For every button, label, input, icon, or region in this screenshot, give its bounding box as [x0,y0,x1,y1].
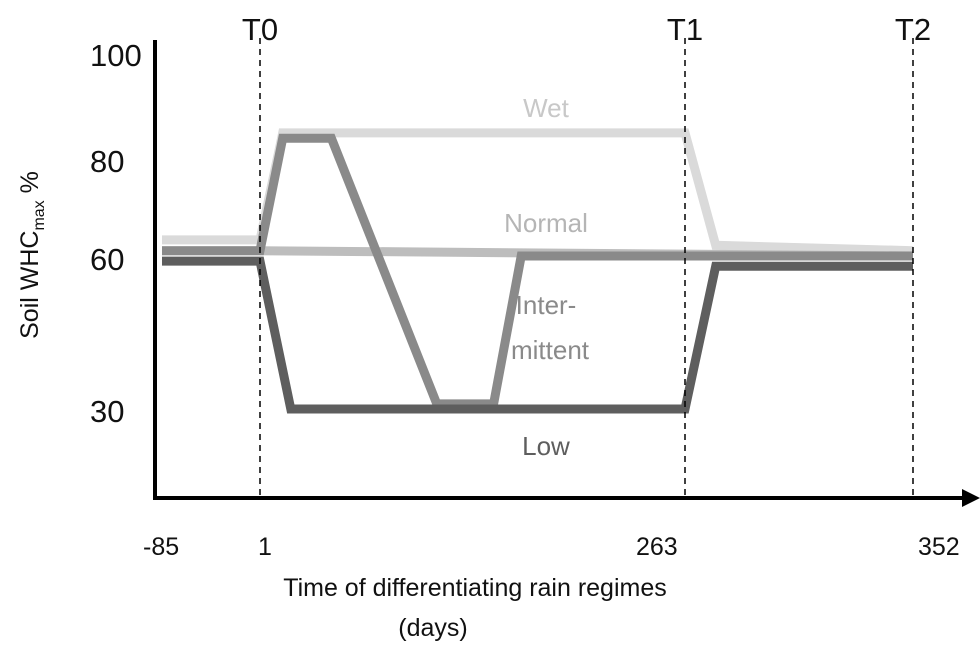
y-axis-title-subscript: max [31,200,48,230]
x-axis-title: Time of differentiating rain regimes [283,574,667,602]
series-label-inter-mittent-line-2: mittent [511,335,590,365]
marker-label-t0: T0 [242,12,278,47]
series-label-inter-mittent-line-1: Inter- [516,290,577,320]
y-tick-label-80: 80 [90,144,124,179]
series-line-inter-mittent [162,133,913,409]
x-tick-label-352: 352 [918,533,960,561]
series-label-normal-line-1: Normal [504,208,588,238]
y-axis-title: Soil WHCmax % [16,171,48,339]
y-tick-label-100: 100 [90,38,142,73]
x-tick-label-1: 1 [258,533,272,561]
marker-layer: T0 T1 T2 [242,12,931,497]
series-label-low-line-1: Low [522,431,570,461]
series-layer [162,128,914,414]
y-tick-label-30: 30 [90,394,124,429]
y-axis-title-main: Soil WHC [16,231,44,339]
x-axis-arrowhead [962,489,980,507]
series-line-low [162,256,913,414]
x-tick-label-263: 263 [636,533,678,561]
x-axis-title-units: (days) [398,614,467,642]
series-label-wet-line-1: Wet [523,93,570,123]
x-tick-label-minus85: -85 [143,533,179,561]
marker-label-t1: T1 [667,12,703,47]
y-tick-label-60: 60 [90,242,124,277]
y-axis-title-suffix: % [16,171,44,200]
marker-label-t2: T2 [895,12,931,47]
series-line-wet [162,128,914,256]
label-layer: Wet Normal Inter-mittent Low [504,93,590,461]
